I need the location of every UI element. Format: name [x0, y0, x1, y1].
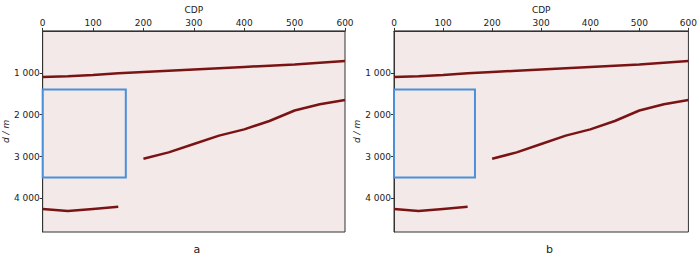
- svg-text:2 000: 2 000: [365, 110, 391, 120]
- svg-text:100: 100: [84, 18, 101, 28]
- svg-text:0: 0: [391, 18, 397, 28]
- svg-text:200: 200: [135, 18, 152, 28]
- svg-text:CDP: CDP: [532, 5, 551, 15]
- svg-text:400: 400: [236, 18, 253, 28]
- svg-text:d / m: d / m: [1, 120, 11, 143]
- svg-text:b: b: [546, 243, 553, 256]
- svg-text:2 000: 2 000: [14, 110, 40, 120]
- svg-text:600: 600: [336, 18, 353, 28]
- svg-text:200: 200: [484, 18, 501, 28]
- svg-text:300: 300: [185, 18, 202, 28]
- svg-text:0: 0: [40, 18, 46, 28]
- svg-text:3 000: 3 000: [14, 152, 40, 162]
- svg-text:3 000: 3 000: [365, 152, 391, 162]
- svg-text:4 000: 4 000: [365, 193, 391, 203]
- svg-text:1 000: 1 000: [365, 68, 391, 78]
- svg-text:CDP: CDP: [185, 5, 204, 15]
- svg-text:a: a: [194, 243, 201, 256]
- svg-text:100: 100: [434, 18, 451, 28]
- svg-text:d / m: d / m: [352, 120, 362, 143]
- svg-text:500: 500: [631, 18, 648, 28]
- svg-text:300: 300: [533, 18, 550, 28]
- svg-text:500: 500: [286, 18, 303, 28]
- svg-text:600: 600: [680, 18, 697, 28]
- svg-text:400: 400: [582, 18, 599, 28]
- svg-text:1 000: 1 000: [14, 68, 40, 78]
- svg-text:4 000: 4 000: [14, 193, 40, 203]
